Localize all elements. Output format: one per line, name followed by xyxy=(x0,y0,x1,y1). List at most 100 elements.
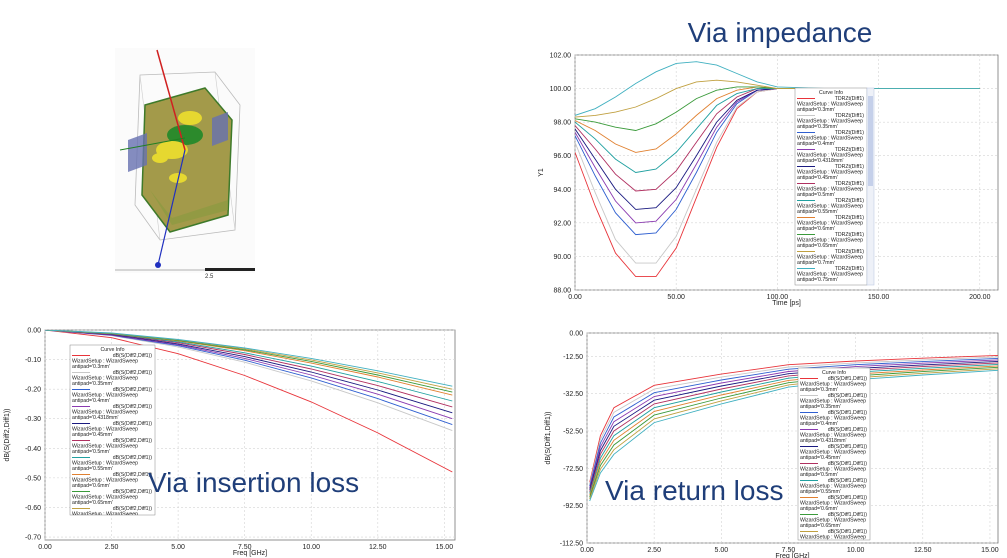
legend-label: WizardSetup : WizardSweep xyxy=(797,238,863,244)
legend-label: antipad='0.4318mm' xyxy=(797,158,844,164)
x-tick-label: 12.50 xyxy=(914,547,932,554)
chart-title: Via insertion loss xyxy=(148,467,359,498)
y-tick-label: -92.50 xyxy=(563,503,583,510)
x-axis-label: Time [ps] xyxy=(772,300,801,307)
y-tick-label: 90.00 xyxy=(553,254,571,261)
legend-label: dB(S(Diff1,Diff1)) xyxy=(828,529,868,535)
legend-label: antipad='0.3mm' xyxy=(797,107,835,113)
legend-label: dB(S(Diff2,Diff1)) xyxy=(113,455,153,461)
legend-label: TDRZt(Diff1) xyxy=(835,198,865,204)
legend-label: WizardSetup : WizardSweep xyxy=(797,170,863,176)
legend-title: Curve Info xyxy=(819,90,843,96)
legend-label: dB(S(Diff1,Diff1)) xyxy=(828,376,868,382)
legend-label: antipad='0.65mm' xyxy=(72,500,113,506)
series-line xyxy=(589,359,998,489)
y-tick-label: 102.00 xyxy=(550,53,572,60)
legend-label: WizardSetup : WizardSweep xyxy=(800,382,866,388)
legend-label: dB(S(Diff2,Diff1)) xyxy=(113,472,153,478)
scrollbar[interactable] xyxy=(866,87,875,286)
legend-label: dB(S(Diff2,Diff1)) xyxy=(113,506,153,512)
legend-label: WizardSetup : WizardSweep xyxy=(800,518,866,524)
legend-label: WizardSetup : WizardSweep xyxy=(800,416,866,422)
x-tick-label: 5.00 xyxy=(715,547,729,554)
legend-label: TDRZt(Diff1) xyxy=(835,96,865,102)
legend-label: TDRZt(Diff1) xyxy=(835,232,865,238)
legend-label: dB(S(Diff2,Diff1)) xyxy=(113,404,153,410)
legend-label: TDRZt(Diff1) xyxy=(835,130,865,136)
legend-label: antipad='0.45mm' xyxy=(800,455,841,461)
legend-label: WizardSetup : WizardSweep xyxy=(797,119,863,125)
legend-label: dB(S(Diff2,Diff1)) xyxy=(113,489,153,495)
y-tick-label: -52.50 xyxy=(563,429,583,436)
series-line xyxy=(589,368,998,500)
legend-label: antipad='0.65mm' xyxy=(797,243,838,249)
x-tick-label: 15.00 xyxy=(436,544,454,551)
scale-label: 2.5 xyxy=(205,274,214,280)
x-axis-label: Freq [GHz] xyxy=(233,550,267,557)
series-line xyxy=(589,369,998,502)
legend-label: WizardSetup : WizardSweep xyxy=(800,433,866,439)
y-tick-label: -12.50 xyxy=(563,354,583,361)
legend-label: dB(S(Diff2,Diff1)) xyxy=(113,438,153,444)
x-tick-label: 15.00 xyxy=(981,547,999,554)
legend-label: WizardSetup : WizardSweep xyxy=(72,461,138,467)
legend-label: antipad='0.4318mm' xyxy=(800,438,847,444)
legend-label: antipad='0.6mm' xyxy=(72,483,110,489)
y-axis-label: dB(S(Diff1,Diff1)) xyxy=(545,411,552,464)
legend-label: WizardSetup : WizardSweep xyxy=(797,255,863,261)
legend-label: antipad='0.3mm' xyxy=(800,387,838,393)
y-tick-label: 0.00 xyxy=(27,328,41,335)
legend-label: TDRZt(Diff1) xyxy=(835,249,865,255)
legend-label: antipad='0.45mm' xyxy=(72,432,113,438)
model-view: 2.5 xyxy=(115,48,255,280)
y-tick-label: -72.50 xyxy=(563,466,583,473)
y-tick-label: -0.60 xyxy=(25,505,41,512)
y-tick-label: 100.00 xyxy=(550,86,572,93)
legend-label: WizardSetup : WizardSweep xyxy=(800,484,866,490)
y-tick-label: -0.20 xyxy=(25,387,41,394)
x-tick-label: 10.00 xyxy=(302,544,320,551)
legend-label: antipad='0.4mm' xyxy=(797,141,835,147)
x-tick-label: 2.50 xyxy=(647,547,661,554)
x-tick-label: 7.50 xyxy=(782,547,796,554)
y-tick-label: -112.50 xyxy=(560,541,583,548)
y-tick-label: -0.30 xyxy=(25,416,41,423)
legend-label: WizardSetup : WizardSweep xyxy=(72,495,138,501)
x-tick-label: 2.50 xyxy=(105,544,119,551)
legend-label: dB(S(Diff1,Diff1)) xyxy=(828,393,868,399)
legend-label: WizardSetup : WizardSweep xyxy=(72,512,138,518)
legend-label: antipad='0.5mm' xyxy=(72,449,110,455)
legend-label: antipad='0.35mm' xyxy=(72,381,113,387)
legend-label: antipad='0.4mm' xyxy=(72,398,110,404)
legend-label: dB(S(Diff2,Diff1)) xyxy=(113,370,153,376)
legend-label: WizardSetup : WizardSweep xyxy=(797,272,863,278)
x-tick-label: 50.00 xyxy=(667,294,685,301)
legend-label: dB(S(Diff2,Diff1)) xyxy=(113,353,153,359)
series-line xyxy=(589,366,998,498)
legend-label: WizardSetup : WizardSweep xyxy=(72,393,138,399)
legend-label: WizardSetup : WizardSweep xyxy=(72,444,138,450)
legend-label: WizardSetup : WizardSweep xyxy=(797,221,863,227)
legend-label: TDRZt(Diff1) xyxy=(835,266,865,272)
legend-label: dB(S(Diff1,Diff1)) xyxy=(828,444,868,450)
legend: Curve InfodB(S(Diff2,Diff1))WizardSetup … xyxy=(72,347,153,518)
legend-label: TDRZt(Diff1) xyxy=(835,164,865,170)
x-tick-label: 10.00 xyxy=(847,547,865,554)
y-tick-label: -32.50 xyxy=(563,391,583,398)
legend-label: antipad='0.4318mm' xyxy=(72,415,119,421)
legend-label: TDRZt(Diff1) xyxy=(835,147,865,153)
y-tick-label: -0.40 xyxy=(25,446,41,453)
legend: Curve InfodB(S(Diff1,Diff1))WizardSetup … xyxy=(800,370,868,540)
legend-label: WizardSetup : WizardSweep xyxy=(72,478,138,484)
legend-label: antipad='0.75mm' xyxy=(797,277,838,283)
scroll-thumb[interactable] xyxy=(868,96,873,186)
legend-label: WizardSetup : WizardSweep xyxy=(797,187,863,193)
legend-label: antipad='0.35mm' xyxy=(797,124,838,130)
legend-label: antipad='0.7mm' xyxy=(797,260,835,266)
legend-label: antipad='0.65mm' xyxy=(800,523,841,529)
x-axis-label: Freq [GHz] xyxy=(775,553,809,558)
legend-label: antipad='0.45mm' xyxy=(797,175,838,181)
legend-label: TDRZt(Diff1) xyxy=(835,215,865,221)
legend-label: antipad='0.55mm' xyxy=(72,466,113,472)
